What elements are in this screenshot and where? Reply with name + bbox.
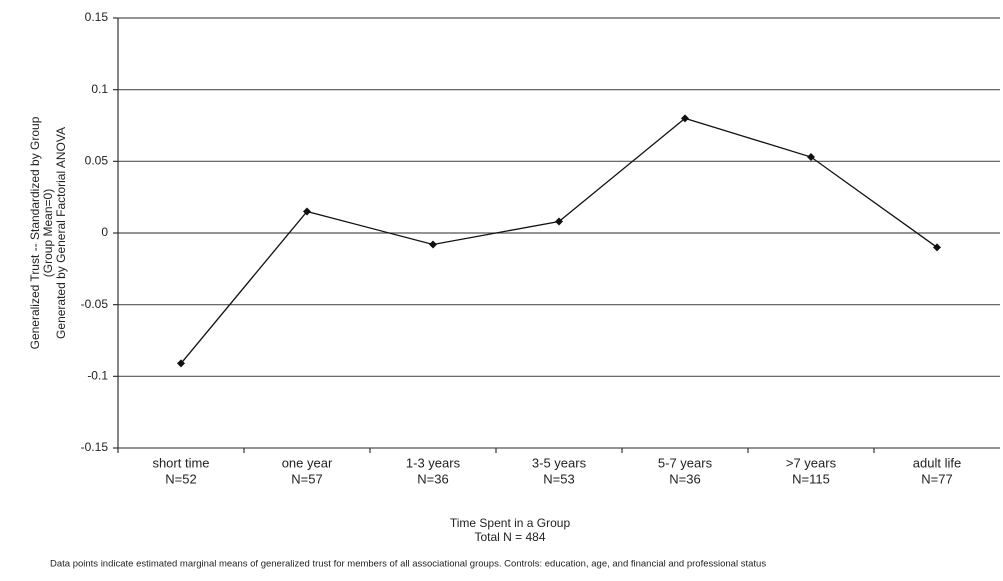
- x-tick-label: N=36: [669, 471, 700, 486]
- y-tick-label: 0.1: [91, 82, 108, 96]
- marker: [933, 243, 941, 252]
- marker: [177, 359, 185, 368]
- x-tick-label: N=57: [291, 471, 322, 486]
- x-tick-label: 3-5 years: [532, 455, 587, 470]
- x-tick-label: 1-3 years: [406, 455, 461, 470]
- marker: [681, 114, 689, 123]
- y-tick-label: -0.05: [81, 297, 109, 311]
- line: [180, 117, 938, 364]
- marker: [555, 217, 563, 226]
- y-axis-title: Generalized Trust -- Standardized by Gro…: [28, 116, 42, 349]
- y-tick-label: 0: [101, 225, 108, 239]
- x-axis-title: Total N = 484: [474, 530, 545, 544]
- x-tick-label: one year: [282, 455, 333, 470]
- marker: [303, 207, 311, 216]
- y-tick-label: 0.05: [85, 154, 109, 168]
- y-tick-label: 0.15: [85, 10, 109, 24]
- y-axis-title: (Group Mean=0): [41, 189, 55, 277]
- x-tick-label: N=53: [543, 471, 574, 486]
- x-tick-label: 5-7 years: [658, 455, 713, 470]
- x-tick-label: short time: [152, 455, 209, 470]
- x-axis-title: Time Spent in a Group: [450, 516, 571, 530]
- x-tick-label: N=77: [921, 471, 952, 486]
- y-tick-label: -0.15: [81, 440, 109, 454]
- y-title-group: Generalized Trust -- Standardized by Gro…: [28, 116, 68, 349]
- y-axis-title: Generated by General Factorial ANOVA: [54, 127, 68, 339]
- x-tick-label: >7 years: [786, 455, 837, 470]
- marker: [429, 240, 437, 249]
- x-tick-label: N=115: [792, 471, 830, 486]
- marker: [807, 153, 815, 162]
- footnote: Data points indicate estimated marginal …: [50, 559, 766, 570]
- x-tick-label: adult life: [913, 455, 961, 470]
- x-tick-label: N=36: [417, 471, 448, 486]
- y-tick-label: -0.1: [87, 369, 108, 383]
- x-tick-label: N=52: [165, 471, 196, 486]
